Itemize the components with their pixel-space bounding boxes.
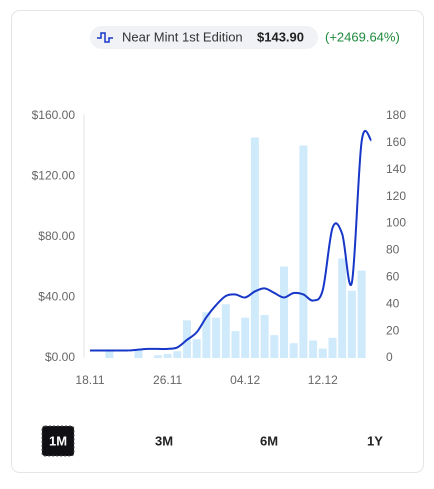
volume-bar [231,331,240,358]
range-button[interactable]: 1M [49,433,67,448]
y2-tick-label: 140 [386,162,406,176]
x-tick-label: 26.11 [153,373,182,387]
plot: $0.00 $40.00 $80.00 $120.00 $160.00 0 20 40 60 80… [32,108,407,387]
y2-tick-label: 20 [386,323,400,337]
volume-bar [163,353,172,358]
volume-bar [202,312,211,358]
volume-bar [299,145,308,358]
range-buttons: 1M 3M 6M 1Y [41,425,383,457]
volume-bar [212,317,221,358]
y2-tick-label: 80 [386,243,400,257]
range-button[interactable]: 6M [260,433,278,448]
volume-bar [250,137,259,358]
y2-tick-label: 40 [386,296,400,310]
variant-pill[interactable] [90,26,318,49]
variant-label: Near Mint 1st Edition [122,29,243,44]
y-tick-label: $80.00 [38,229,75,243]
variant-icon [97,32,113,43]
range-button[interactable]: 3M [155,433,173,448]
range-button-selected[interactable] [41,425,75,457]
volume-bar [357,270,366,358]
volume-bar [153,355,162,358]
y-tick-label: $40.00 [38,290,75,304]
range-button[interactable]: 1Y [367,433,383,448]
volume-bar [309,340,318,358]
volume-bar [289,343,298,358]
volume-bar [241,317,250,358]
volume-bar [318,348,327,358]
volume-bar [221,304,230,358]
volume-bar [260,314,269,358]
y2-tick-label: 60 [386,270,400,284]
y-tick-label: $160.00 [32,108,76,122]
x-tick-label: 04.12 [230,373,260,387]
x-tick-label: 18.11 [75,373,104,387]
price-line [89,129,373,352]
y-tick-label: $0.00 [45,350,75,364]
volume-bar [134,349,143,358]
volume-bar [328,337,337,358]
x-tick-label: 12.12 [308,373,338,387]
volume-bar [347,290,356,358]
y2-tick-label: 180 [386,108,406,122]
y2-tick-label: 100 [386,216,406,230]
volume-bar [105,351,114,358]
volume-bar [192,339,201,358]
y-tick-label: $120.00 [32,169,76,183]
y2-tick-label: 0 [386,350,393,364]
volume-bar [173,351,182,358]
volume-bar [270,335,279,358]
price: $143.90 [257,29,304,44]
volume-bar [280,266,288,358]
y2-tick-label: 120 [386,189,406,203]
y2-tick-label: 160 [386,135,406,149]
volume-bar [338,258,347,358]
price-change: (+2469.64%) [325,29,400,44]
